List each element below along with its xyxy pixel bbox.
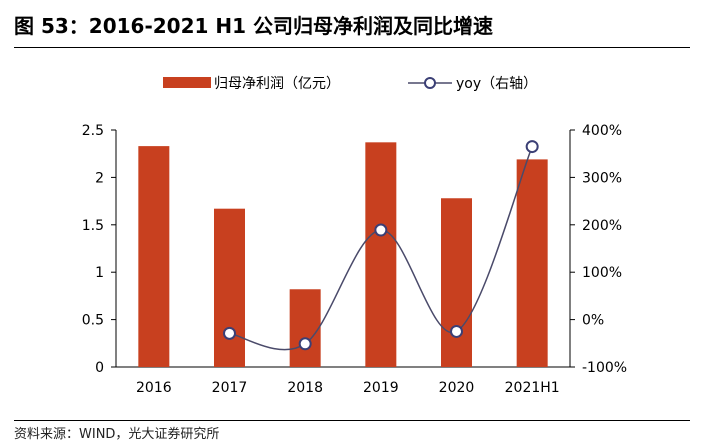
yoy-line-series [223,140,539,351]
x-tick-label: 2016 [136,380,172,396]
x-tick-label: 2020 [439,380,475,396]
yoy-point [525,140,539,154]
yoy-point [450,324,463,338]
axes: 0 0.5 1 1.5 2 2.5 -100% 0% 100% 200% 300% 400% 2016 2… [82,123,627,396]
legend-bar-label: 归母净利润（亿元） [214,75,340,92]
yoy-line [229,146,533,351]
legend-line-marker [424,77,436,89]
bar-series [138,142,548,367]
x-tick-label: 2017 [212,380,248,396]
bar [289,289,321,367]
chart: 归母净利润（亿元） yoy（右轴） 0 0.5 1 1.5 2 2.5 -100% 0% 100… [82,75,627,396]
bar [441,198,472,367]
right-tick-label: 400% [582,123,622,139]
legend-bar-swatch [163,77,211,88]
left-tick-label: 2.5 [82,123,104,139]
title-rule [14,47,690,48]
left-tick-label: 1.5 [82,218,104,234]
left-tick-label: 0 [95,360,104,376]
left-tick-label: 1 [95,265,104,281]
right-tick-label: 0% [582,313,604,329]
right-tick-label: 300% [582,170,622,186]
source-note: 资料来源：WIND，光大证券研究所 [14,427,220,442]
legend: 归母净利润（亿元） yoy（右轴） [163,75,537,92]
source-rule [14,420,690,421]
yoy-point [374,223,388,237]
x-tick-label: 2019 [363,380,399,396]
bar [516,159,548,367]
yoy-point [298,337,312,351]
bar [138,146,170,367]
right-tick-label: -100% [582,360,627,376]
legend-line-label: yoy（右轴） [456,76,537,92]
left-tick-label: 0.5 [82,313,104,329]
bar [214,208,245,367]
chart-title: 图 53：2016-2021 H1 公司归母净利润及同比增速 [14,14,494,38]
bar [365,142,397,367]
left-tick-label: 2 [95,170,104,186]
x-tick-label: 2018 [287,380,323,396]
right-tick-label: 100% [582,265,622,281]
right-tick-label: 200% [582,218,622,234]
x-tick-label: 2021H1 [505,380,560,396]
yoy-point [223,326,236,340]
